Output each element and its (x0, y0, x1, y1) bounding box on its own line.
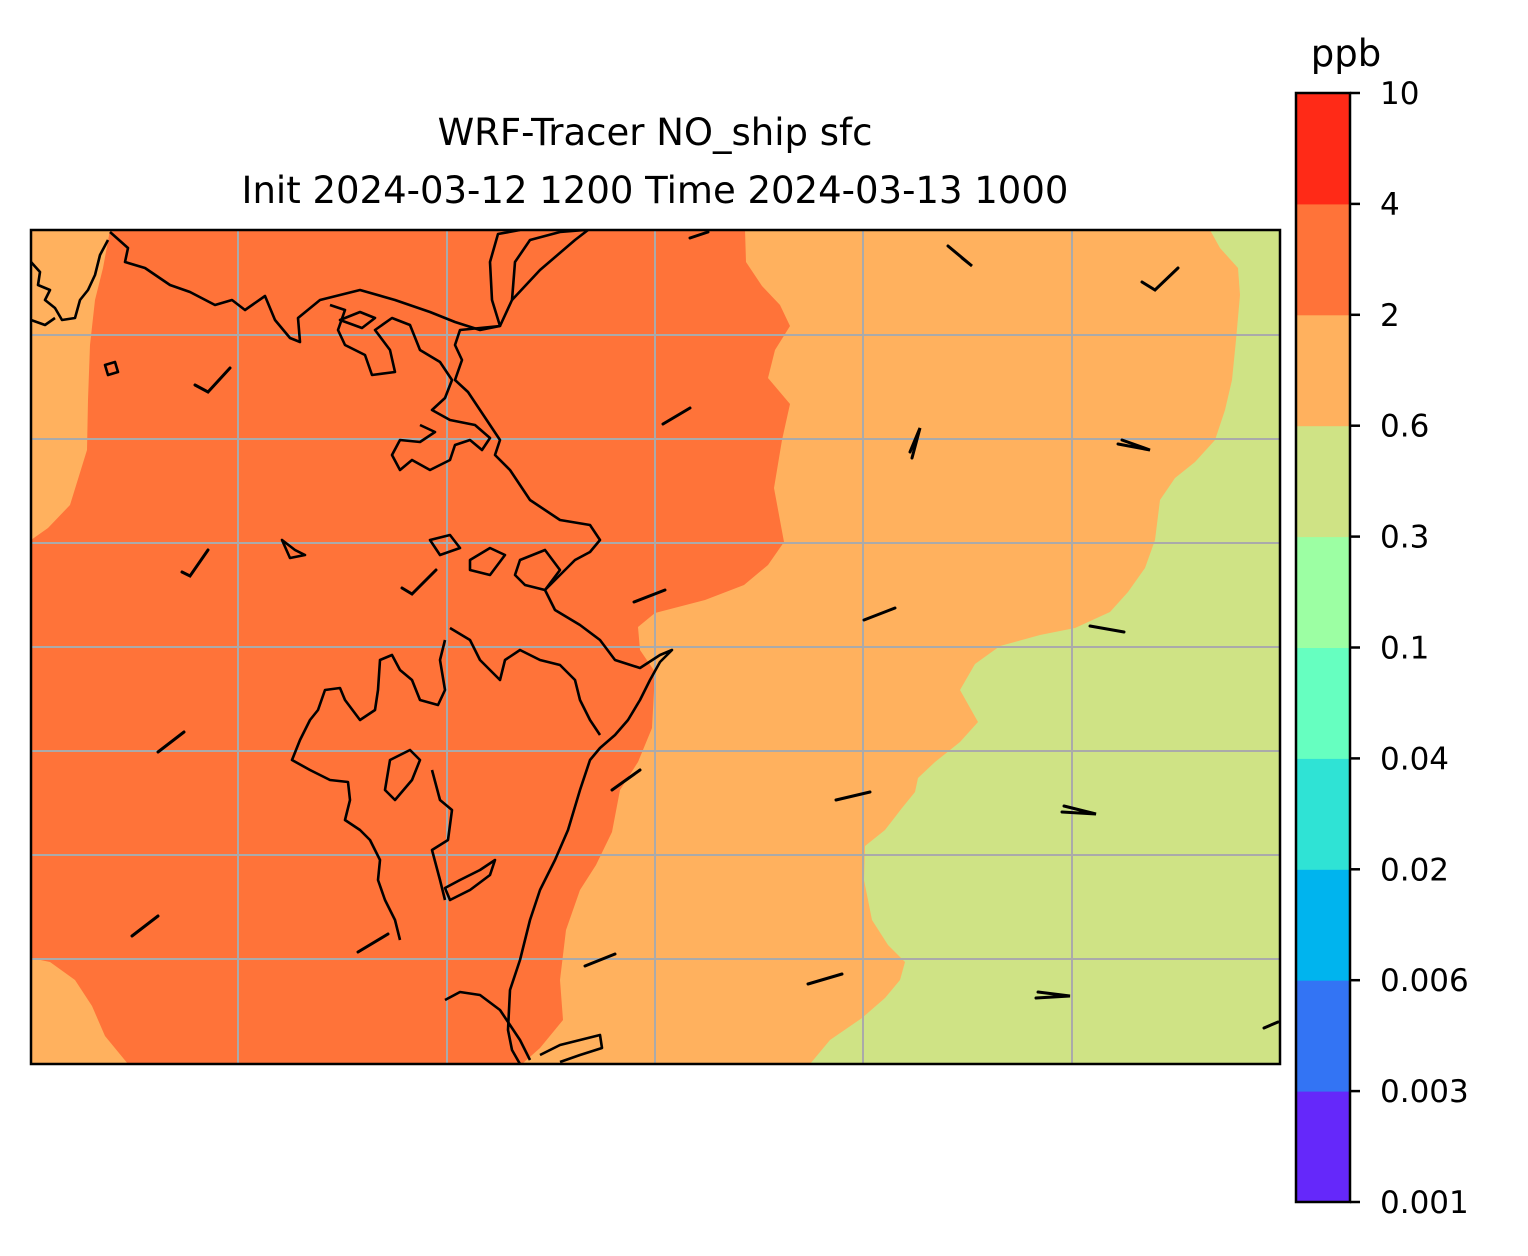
title-line-1: WRF-Tracer NO_ship sfc (437, 111, 873, 154)
colorbar-segment (1296, 980, 1350, 1092)
colorbar-tick-label: 0.6 (1380, 409, 1429, 445)
colorbar-tick-label: 2 (1380, 298, 1400, 334)
title-line-2: Init 2024-03-12 1200 Time 2024-03-13 100… (241, 169, 1069, 212)
colorbar-segment (1296, 1091, 1350, 1203)
colorbar-segment (1296, 758, 1350, 870)
colorbar-unit: ppb (1311, 32, 1381, 75)
map-panel (31, 230, 1280, 1064)
colorbar-segment (1296, 869, 1350, 981)
colorbar-tick-label: 0.04 (1380, 741, 1449, 777)
colorbar-segment (1296, 314, 1350, 427)
map-frame (29, 228, 1282, 1066)
colorbar-tick-label: 10 (1380, 76, 1419, 112)
colorbar-tick-label: 0.02 (1380, 852, 1449, 888)
colorbar: 0.001 0.003 0.006 0.02 0.04 0.1 0.3 0.6 2 4 10 (1294, 76, 1469, 1221)
colorbar-segment (1296, 647, 1350, 759)
colorbar-tick-label: 0.001 (1380, 1185, 1469, 1221)
colorbar-segment (1296, 425, 1350, 538)
colorbar-tick-label: 0.003 (1380, 1074, 1469, 1110)
graticule (31, 230, 1280, 1064)
colorbar-tick-label: 0.3 (1380, 520, 1429, 556)
colorbar-tick-label: 4 (1380, 187, 1400, 223)
colorbar-segment (1296, 93, 1350, 205)
coastlines (31, 230, 674, 1064)
colorbar-segment (1296, 203, 1350, 316)
colorbar-tick-label: 0.1 (1380, 631, 1429, 667)
field-nw-corner (31, 230, 110, 540)
wind-barbs (130, 230, 1280, 1030)
colorbar-segment (1296, 536, 1350, 648)
page-title: WRF-Tracer NO_ship sfc Init 2024-03-12 1… (30, 104, 1280, 220)
colorbar-tick-label: 0.006 (1380, 963, 1469, 999)
